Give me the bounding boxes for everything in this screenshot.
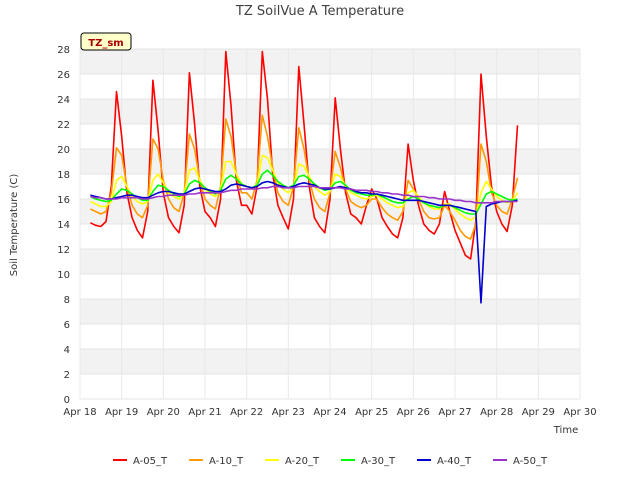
series-lines bbox=[90, 50, 519, 304]
x-tick-label: Apr 19 bbox=[105, 407, 138, 418]
series-line-a-50-t bbox=[90, 185, 518, 204]
y-tick-label: 0 bbox=[64, 395, 70, 406]
x-axis-ticks: Apr 18 Apr 19 Apr 20 Apr 21 Apr 22 Apr 23 Apr … bbox=[63, 407, 596, 418]
chart-tag-label: TZ_sm bbox=[88, 38, 123, 49]
series-line-a-10-t bbox=[90, 114, 519, 240]
legend-label: A-50_T bbox=[513, 456, 548, 467]
chart-tag-box bbox=[80, 32, 132, 51]
y-tick-label: 12 bbox=[57, 245, 70, 256]
y-tick-label: 4 bbox=[64, 345, 70, 356]
x-tick-label: Apr 21 bbox=[188, 407, 221, 418]
y-tick-label: 6 bbox=[64, 320, 70, 331]
legend-label: A-10_T bbox=[209, 456, 244, 467]
x-axis-title: Time bbox=[553, 425, 578, 436]
chart-title: TZ SoilVue A Temperature bbox=[235, 4, 404, 19]
x-tick-label: Apr 20 bbox=[147, 407, 180, 418]
series-line-a-40-t bbox=[90, 180, 518, 304]
legend-label: A-40_T bbox=[437, 456, 472, 467]
y-tick-label: 2 bbox=[64, 370, 70, 381]
y-tick-label: 22 bbox=[57, 120, 70, 131]
legend-label: A-05_T bbox=[133, 456, 168, 467]
x-tick-label: Apr 22 bbox=[230, 407, 263, 418]
y-tick-label: 24 bbox=[57, 95, 70, 106]
x-tick-label: Apr 24 bbox=[313, 407, 346, 418]
y-tick-label: 8 bbox=[64, 295, 70, 306]
y-tick-label: 14 bbox=[57, 220, 70, 231]
legend: A-05_T A-10_T A-20_T A-30_T A-40_T A-50_T bbox=[113, 456, 548, 467]
x-tick-label: Apr 27 bbox=[438, 407, 471, 418]
y-tick-label: 10 bbox=[57, 270, 70, 281]
x-tick-label: Apr 28 bbox=[480, 407, 513, 418]
x-tick-label: Apr 26 bbox=[397, 407, 430, 418]
legend-label: A-20_T bbox=[285, 456, 320, 467]
x-tick-label: Apr 18 bbox=[63, 407, 96, 418]
y-tick-label: 16 bbox=[57, 195, 70, 206]
grid bbox=[79, 48, 581, 400]
x-tick-label: Apr 29 bbox=[522, 407, 555, 418]
x-tick-label: Apr 23 bbox=[272, 407, 305, 418]
y-tick-label: 20 bbox=[57, 145, 70, 156]
chart-tag: TZ_sm bbox=[80, 32, 132, 51]
y-tick-label: 28 bbox=[57, 45, 70, 56]
y-tick-label: 18 bbox=[57, 170, 70, 181]
y-axis-title: Soil Temperature (C) bbox=[9, 174, 20, 277]
series-line-a-20-t bbox=[90, 154, 519, 221]
legend-label: A-30_T bbox=[361, 456, 396, 467]
y-tick-label: 26 bbox=[57, 70, 70, 81]
x-tick-label: Apr 30 bbox=[563, 407, 596, 418]
x-tick-label: Apr 25 bbox=[355, 407, 388, 418]
